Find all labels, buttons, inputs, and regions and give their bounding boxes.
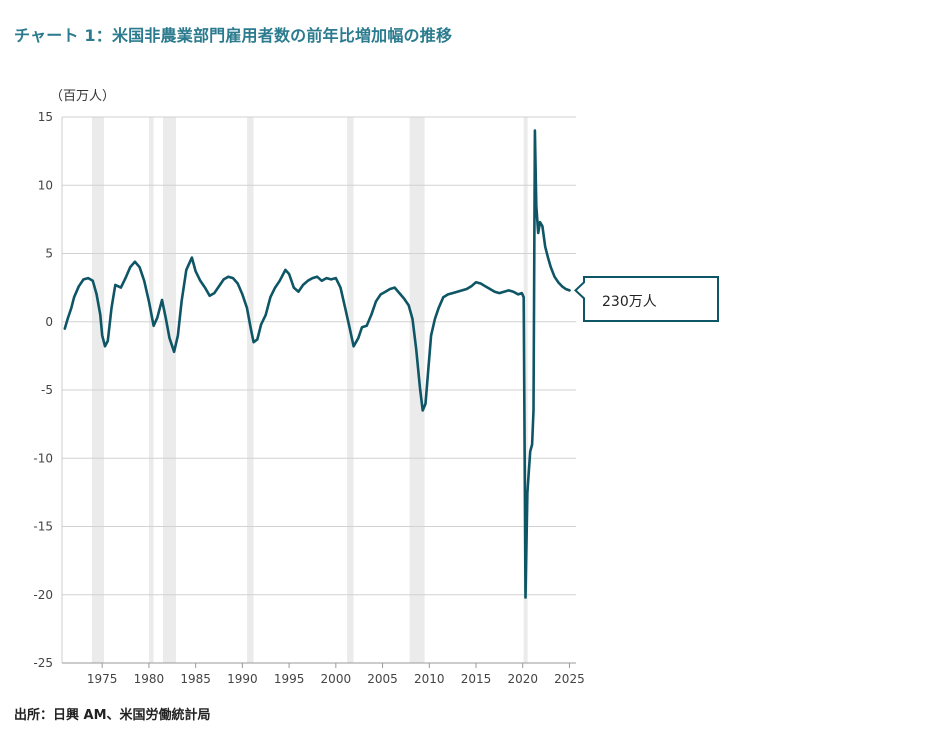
y-tick-label: -10 xyxy=(33,451,53,465)
y-tick-label: 5 xyxy=(45,247,53,261)
y-tick-labels: 15 10 5 0 -5 -10 -15 -20 -25 xyxy=(33,110,53,670)
y-tick-label: -20 xyxy=(33,588,53,602)
y-unit-label: （百万人） xyxy=(50,89,115,104)
x-tick-label: 1995 xyxy=(274,672,305,686)
y-tick-label: 15 xyxy=(38,110,53,124)
x-tick-label: 2025 xyxy=(554,672,585,686)
x-tick-label: 1985 xyxy=(180,672,211,686)
y-tick-label: -25 xyxy=(33,656,53,670)
grid-lines xyxy=(62,116,576,596)
x-tick-label: 2010 xyxy=(414,672,445,686)
x-tick-label: 1990 xyxy=(227,672,258,686)
series-line xyxy=(63,129,571,599)
chart-title: チャート 1：米国非農業部門雇用者数の前年比増加幅の推移 xyxy=(14,26,453,45)
x-tick-label: 1980 xyxy=(134,672,165,686)
callout-box xyxy=(573,276,719,322)
x-tick-label: 2015 xyxy=(461,672,492,686)
callout: 230万人 xyxy=(573,276,719,322)
y-tick-label: -5 xyxy=(41,383,53,397)
callout-label: 230万人 xyxy=(602,294,657,310)
x-tick-label: 2005 xyxy=(367,672,398,686)
x-tick-label: 2000 xyxy=(321,672,352,686)
y-tick-label: 0 xyxy=(45,315,53,329)
source-note: 出所：日興 AM、米国労働統計局 xyxy=(14,708,211,723)
x-tick-label: 1975 xyxy=(87,672,118,686)
x-tick-labels: 1975 1980 1985 1990 1995 2000 2005 2010 2015 2020… xyxy=(87,672,585,686)
axes xyxy=(61,117,576,668)
y-tick-label: -15 xyxy=(33,520,53,534)
y-tick-label: 10 xyxy=(38,178,53,192)
x-tick-label: 2020 xyxy=(507,672,538,686)
